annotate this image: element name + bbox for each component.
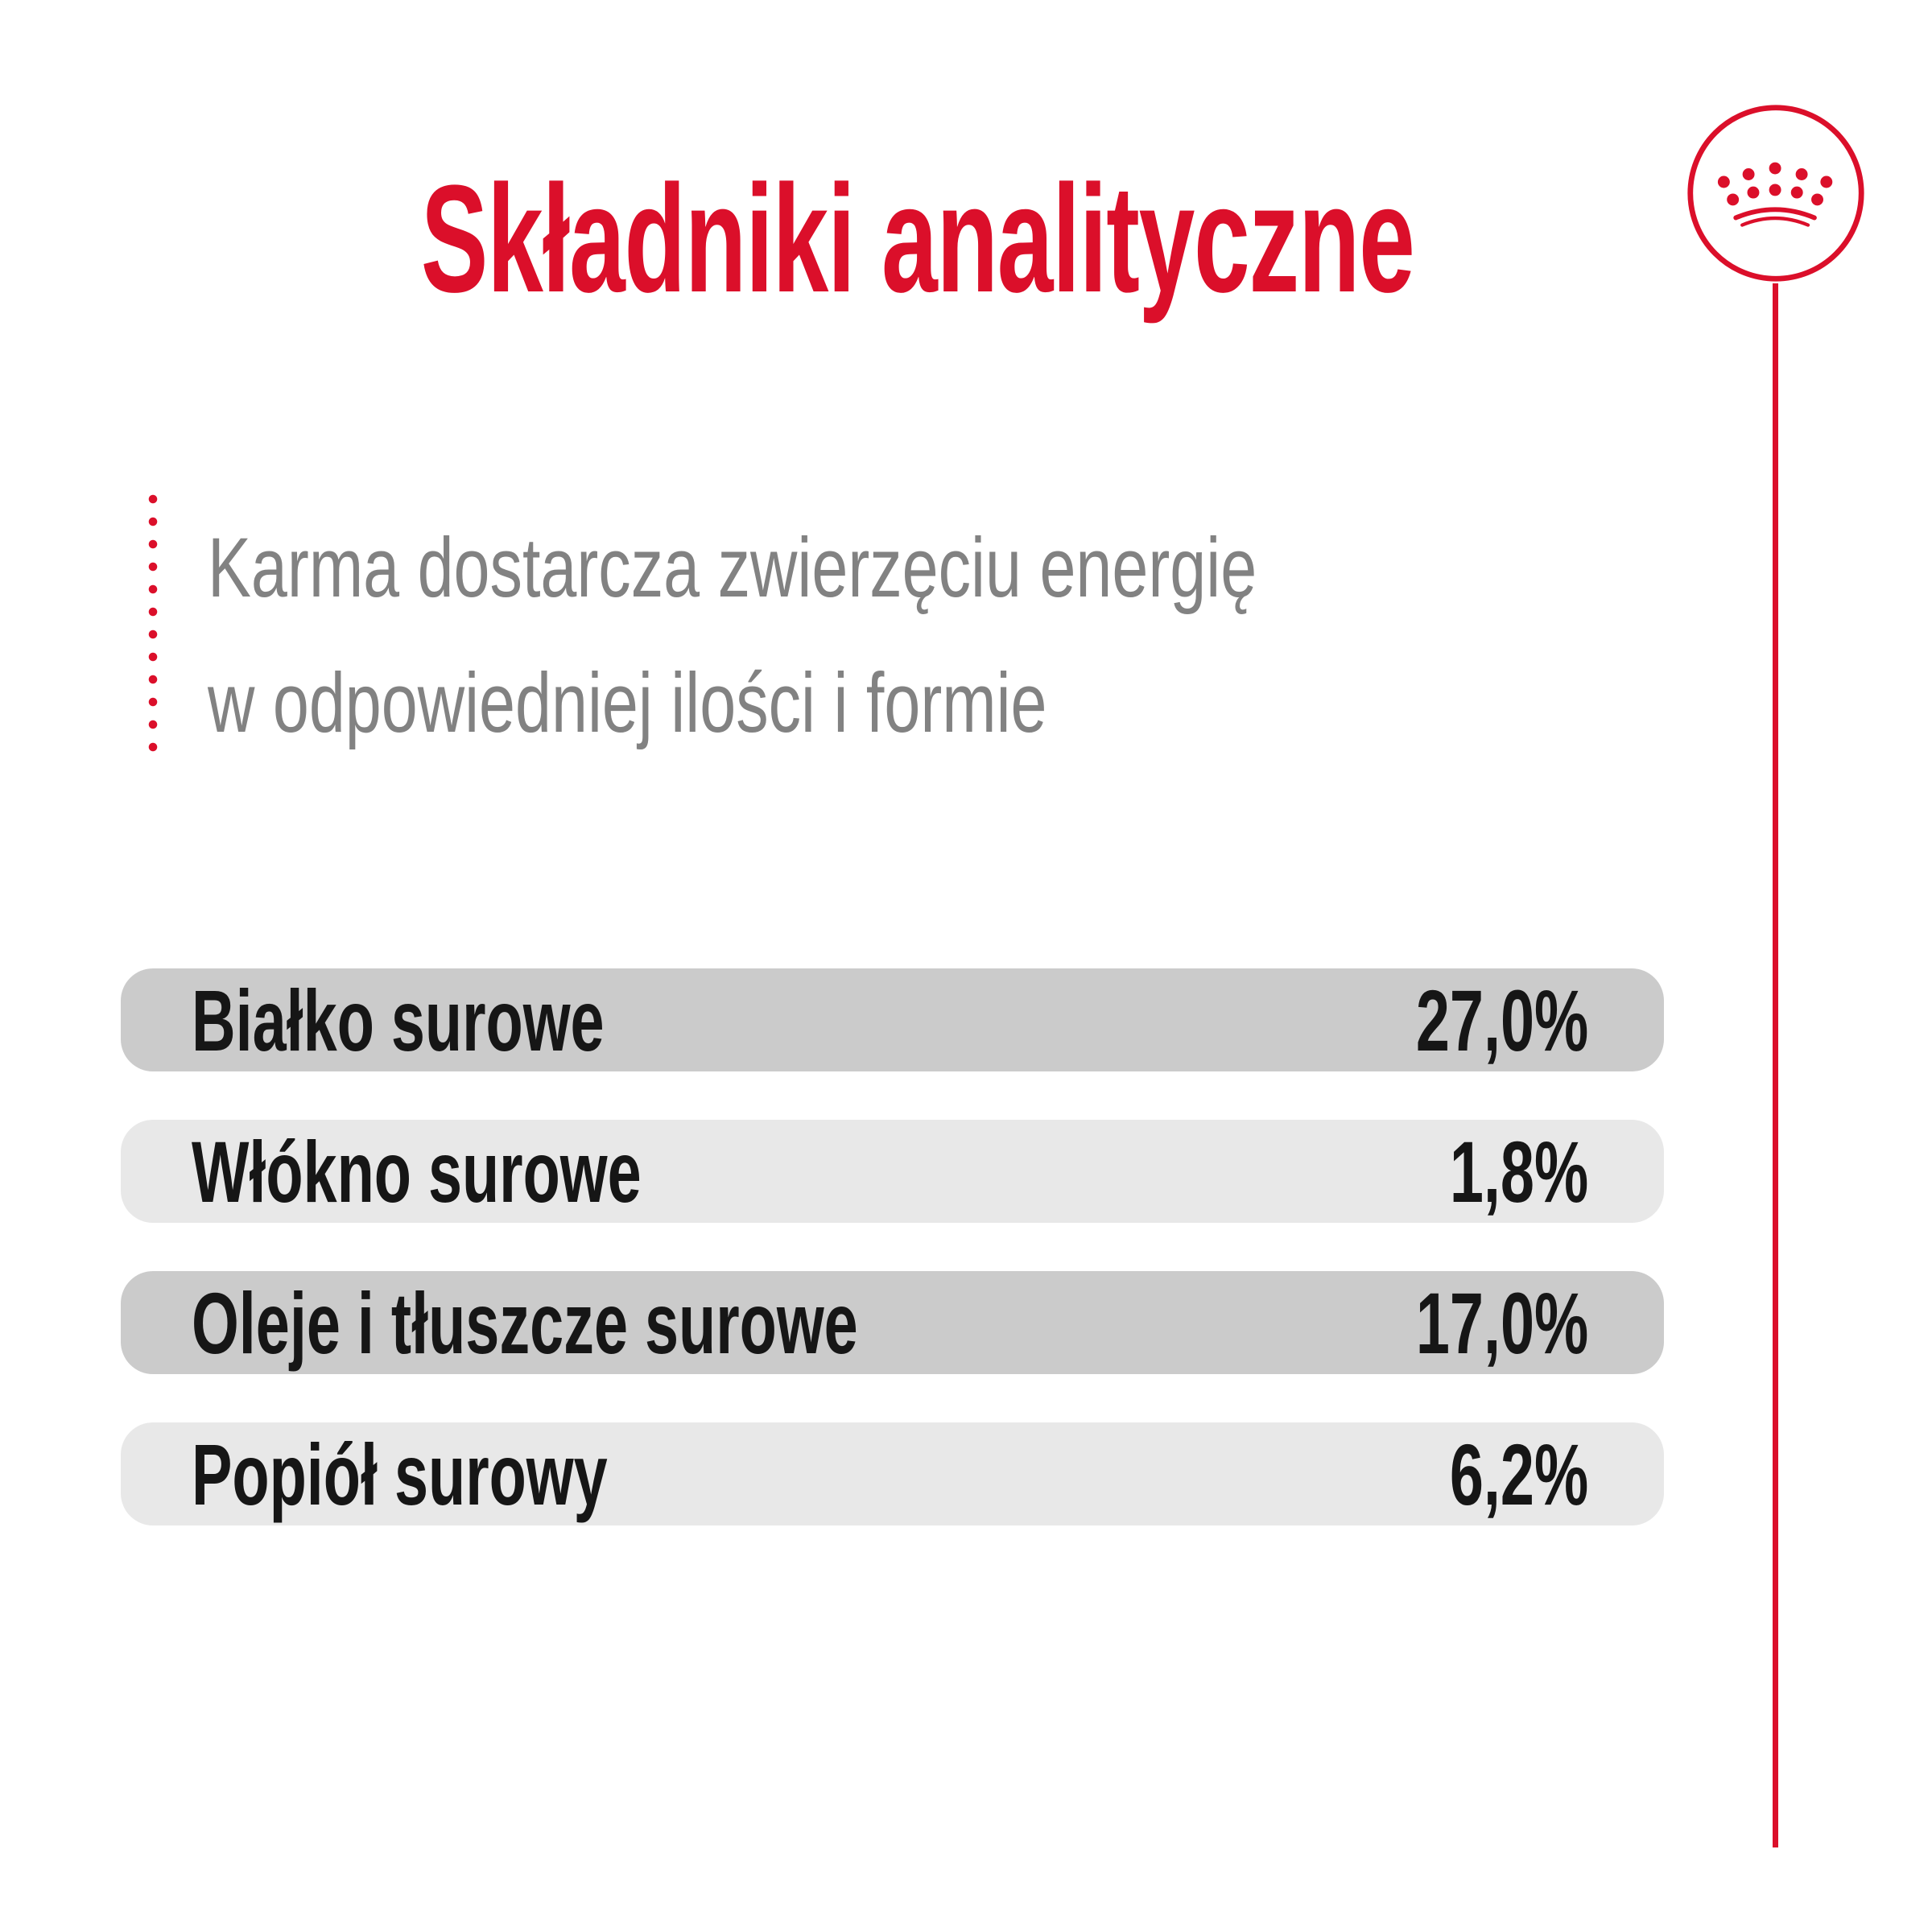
vertical-accent-line: [1773, 283, 1778, 1847]
nutrient-value: 17,0%: [1415, 1274, 1588, 1372]
nutrient-value: 27,0%: [1415, 971, 1588, 1069]
page-title: Składniki analityczne: [0, 163, 1835, 316]
nutrient-label: Włókno surowe: [192, 1122, 642, 1220]
nutrient-value: 1,8%: [1449, 1122, 1588, 1220]
nutrient-row-crude-fibre: Włókno surowe 1,8%: [121, 1120, 1664, 1223]
nutrient-row-crude-ash: Popiół surowy 6,2%: [121, 1422, 1664, 1525]
intro-line-1: Karma dostarcza zwierzęciu energię: [208, 521, 1257, 615]
nutrient-label: Popiół surowy: [192, 1425, 608, 1523]
brand-logo: [1685, 102, 1867, 284]
dotted-accent-line: [148, 493, 158, 765]
royal-canin-crown-icon: [1687, 105, 1864, 282]
nutrient-row-crude-oils-fats: Oleje i tłuszcze surowe 17,0%: [121, 1271, 1664, 1374]
nutrient-label: Białko surowe: [192, 971, 605, 1069]
nutrient-value: 6,2%: [1449, 1425, 1588, 1523]
intro-line-2: w odpowiedniej ilości i formie: [208, 656, 1047, 750]
nutrient-row-crude-protein: Białko surowe 27,0%: [121, 968, 1664, 1071]
nutrient-label: Oleje i tłuszcze surowe: [192, 1274, 858, 1372]
intro-text: Karma dostarcza zwierzęciu energię w odp…: [208, 501, 1570, 771]
page-title-text: Składniki analityczne: [421, 154, 1415, 324]
